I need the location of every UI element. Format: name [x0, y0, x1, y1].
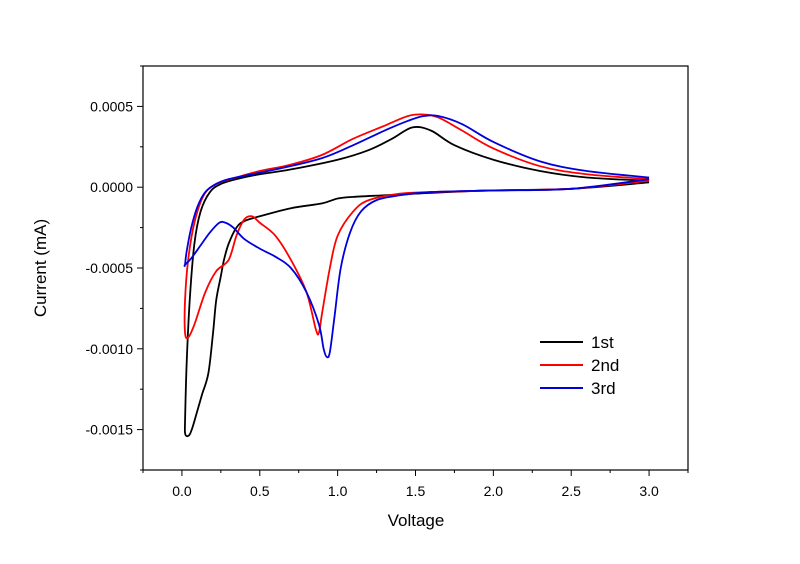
x-axis-ticks: 0.0 0.5 1.0 1.5 2.0 2.5 3.0 — [142, 470, 689, 499]
y-tick-label: 0.0000 — [90, 179, 133, 195]
x-tick-label: 3.0 — [639, 483, 659, 499]
x-tick-label: 1.5 — [406, 483, 426, 499]
legend: 1st 2nd 3rd — [540, 333, 619, 398]
legend-label-3rd: 3rd — [591, 379, 616, 398]
data-series — [183, 113, 650, 438]
y-axis-title: Current (mA) — [31, 219, 50, 317]
x-tick-label: 2.0 — [484, 483, 504, 499]
y-tick-label: -0.0010 — [86, 341, 134, 357]
legend-label-1st: 1st — [591, 333, 614, 352]
y-axis-ticks: -0.0015 -0.0010 -0.0005 0.0000 0.0005 — [86, 65, 143, 471]
x-tick-label: 0.0 — [172, 483, 192, 499]
x-tick-label: 0.5 — [250, 483, 270, 499]
y-tick-label: -0.0015 — [86, 422, 134, 438]
y-tick-label: -0.0005 — [86, 260, 134, 276]
x-tick-label: 1.0 — [328, 483, 348, 499]
series-2nd-line — [183, 113, 650, 340]
x-tick-label: 2.5 — [561, 483, 581, 499]
series-3rd-line — [183, 114, 650, 359]
series-1st-line — [183, 126, 650, 438]
x-axis-title: Voltage — [388, 511, 445, 530]
y-tick-label: 0.0005 — [90, 98, 133, 114]
legend-label-2nd: 2nd — [591, 356, 619, 375]
